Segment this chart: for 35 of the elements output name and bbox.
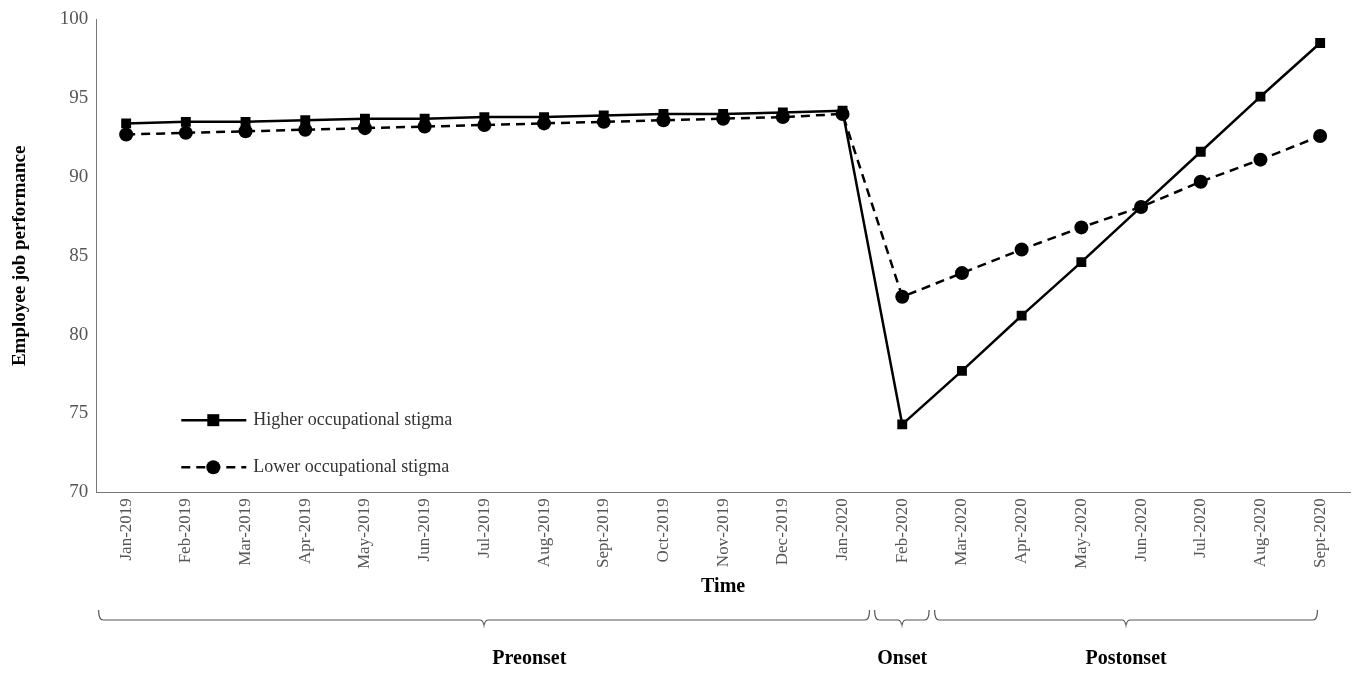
x-tick-label: Sept-2019 (593, 498, 613, 569)
x-tick-label: May-2019 (354, 498, 374, 570)
x-tick-label: Jul-2020 (1190, 498, 1210, 558)
x-axis-title: Time (701, 574, 746, 597)
y-tick-label: 85 (69, 243, 89, 265)
text: Postonset (1085, 646, 1167, 669)
x-tick-label: Jan-2020 (832, 498, 852, 561)
x-tick-label: Feb-2020 (891, 498, 911, 564)
x-tick-label: Sept-2020 (1309, 498, 1329, 569)
x-tick-label: Aug-2020 (1249, 498, 1269, 568)
x-tick-label: Nov-2019 (712, 498, 732, 568)
y-tick-label: 100 (59, 7, 89, 29)
y-tick-label: 70 (69, 480, 89, 502)
x-tick-label: Aug-2019 (533, 498, 553, 568)
y-tick-label: 80 (69, 322, 89, 344)
x-tick-label: Mar-2019 (235, 498, 255, 566)
x-tick-label: Apr-2019 (294, 498, 314, 564)
x-tick-label: Dec-2019 (772, 498, 792, 566)
x-tick-label: Feb-2019 (175, 498, 195, 564)
x-tick-label: Jun-2019 (414, 498, 434, 562)
x-tick-label: Apr-2020 (1011, 498, 1031, 564)
legend-label: Lower occupational stigma (253, 455, 450, 476)
y-tick-label: 90 (69, 164, 89, 186)
x-tick-label: Jun-2020 (1130, 498, 1150, 562)
y-tick-label: 95 (69, 86, 89, 108)
x-tick-label: Jul-2019 (473, 498, 493, 558)
x-tick-label: Jan-2019 (115, 498, 135, 561)
text: Onset (877, 646, 928, 669)
text: Preonset (492, 646, 567, 669)
legend-label: Higher occupational stigma (253, 408, 453, 429)
y-axis-title: Employee job performance (8, 145, 30, 367)
x-tick-label: Mar-2020 (951, 498, 971, 566)
x-tick-label: May-2020 (1070, 498, 1090, 570)
x-tick-label: Oct-2019 (652, 498, 672, 563)
y-tick-label: 75 (69, 401, 89, 423)
